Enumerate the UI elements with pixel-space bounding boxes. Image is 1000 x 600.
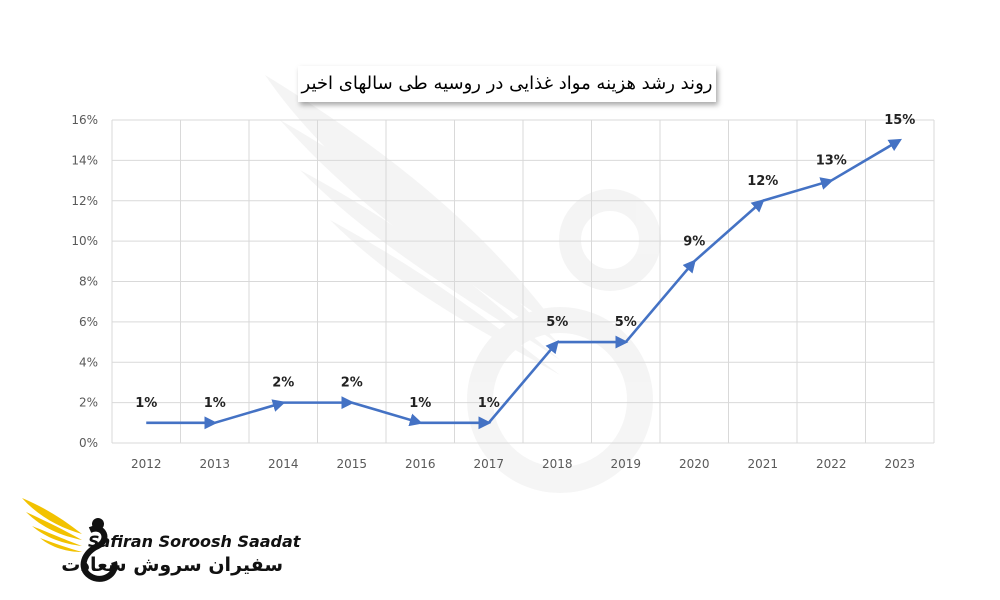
y-tick-label: 6% [79,315,98,329]
x-tick-label: 2015 [336,457,367,471]
data-label: 5% [615,315,637,330]
series-segment [762,177,834,202]
swirl-icon [80,518,118,582]
data-label: 9% [683,234,705,249]
x-tick-label: 2018 [542,457,573,471]
data-label: 15% [884,113,915,128]
x-tick-label: 2017 [473,457,504,471]
x-tick-label: 2022 [816,457,847,471]
series-segment [624,259,696,343]
x-tick-label: 2016 [405,457,436,471]
data-label: 5% [546,315,568,330]
series-segment [830,138,902,182]
data-label: 12% [747,174,778,189]
series-segment [693,199,765,263]
logo-name-fa: سفیران سروش سعادت [61,554,283,576]
wing-icon [22,498,82,552]
y-axis-tick-labels: 0% 2% 4% 6% 8% 10% 12% 14% 16% [71,113,98,450]
data-label: 1% [478,396,500,411]
data-label: 1% [135,396,157,411]
data-label: 2% [272,376,294,391]
x-tick-label: 2021 [747,457,778,471]
data-label: 1% [409,396,431,411]
data-labels: 1% 1% 2% 2% 1% 1% 5% 5% 9% 12% 13% 15% [135,113,915,411]
data-label: 1% [204,396,226,411]
x-axis-tick-labels: 2012 2013 2014 2015 2016 2017 2018 2019 2020 2021… [131,457,915,471]
chart-grid [111,119,935,444]
x-tick-label: 2019 [610,457,641,471]
data-label: 2% [341,376,363,391]
y-tick-label: 14% [71,153,98,167]
y-tick-label: 4% [79,355,98,369]
watermark-emblem [265,75,661,493]
series-segment [214,399,286,425]
x-tick-label: 2013 [199,457,230,471]
y-tick-label: 0% [79,436,98,450]
company-logo [22,498,118,582]
x-tick-label: 2023 [884,457,915,471]
series-segment [487,340,559,424]
y-tick-label: 16% [71,113,98,127]
y-tick-label: 10% [71,234,98,248]
chart-title-box: روند رشد هزینه مواد غذایی در روسیه طی سا… [298,66,716,102]
y-tick-label: 8% [79,275,98,289]
logo-name-en: Safiran Soroosh Saadat [88,532,301,551]
chart-title: روند رشد هزینه مواد غذایی در روسیه طی سا… [301,73,713,94]
y-tick-label: 2% [79,396,98,410]
data-label: 13% [816,154,847,169]
x-tick-label: 2020 [679,457,710,471]
x-tick-label: 2012 [131,457,162,471]
x-tick-label: 2014 [268,457,299,471]
series-line [146,138,902,430]
y-tick-label: 12% [71,194,98,208]
series-segment [351,401,423,427]
